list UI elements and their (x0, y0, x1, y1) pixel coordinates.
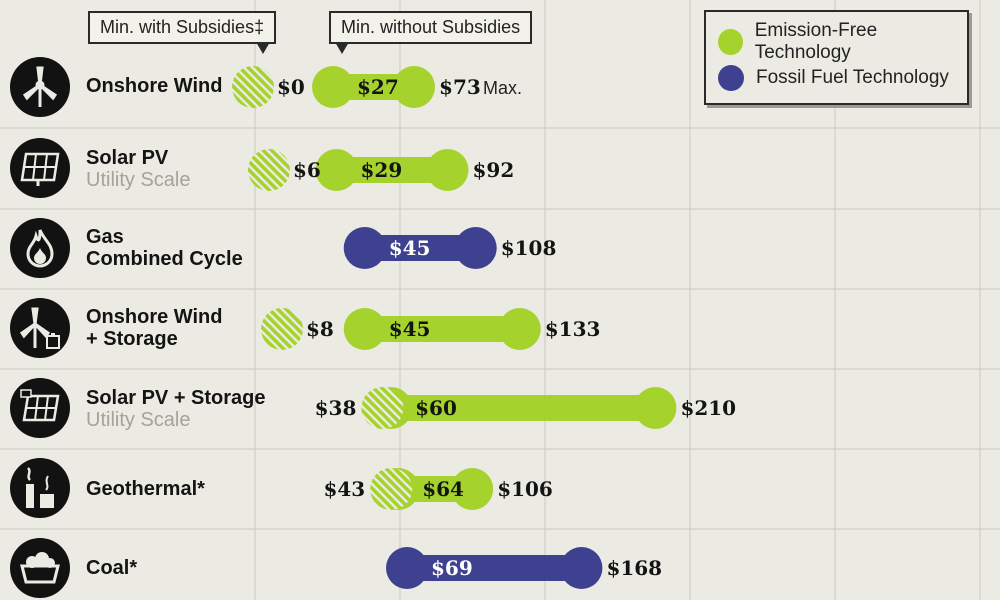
legend-label-emission-free: Emission-Free Technology (754, 20, 878, 63)
row-title: Gas (86, 226, 124, 248)
callout-pointer (256, 42, 271, 54)
min-marker (315, 149, 358, 191)
max-marker (393, 66, 436, 108)
range-bar (391, 395, 656, 421)
max-value-label: $106 (497, 477, 553, 501)
callout-min-without-subsidies: Min. without Subsidies (329, 11, 533, 54)
min-value-label: $64 (422, 477, 464, 501)
solar-panel-icon (10, 138, 70, 198)
subsidized-value-label: $0 (277, 75, 305, 99)
callout-min-with-subsidies: Min. with Subsidies‡ (88, 11, 277, 54)
coal-cart-icon (10, 538, 70, 598)
row-title: Solar PV (86, 147, 169, 169)
subsidized-value-label: $8 (306, 317, 334, 341)
row-label-onshore-wind-storage: Onshore Wind + Storage (86, 306, 222, 350)
max-marker (426, 149, 469, 191)
row-subtitle: Utility Scale (86, 409, 191, 431)
row-subtitle: + Storage (86, 328, 178, 350)
subsidized-value-label: $38 (315, 396, 357, 420)
subsidized-min-marker (248, 149, 290, 191)
subsidized-min-marker (261, 308, 303, 350)
row-label-geothermal: Geothermal* (86, 478, 205, 500)
legend-item-fossil: Fossil Fuel Technology (718, 63, 949, 93)
max-marker (634, 387, 677, 429)
wind-turbine-battery-icon (10, 298, 70, 358)
legend: Emission-Free Technology Fossil Fuel Tec… (704, 10, 969, 105)
row-title: Onshore Wind (86, 75, 223, 97)
row-label-coal: Coal* (86, 557, 137, 579)
min-value-label: $60 (415, 396, 457, 420)
max-value-label: $133 (545, 317, 601, 341)
subsidized-min-marker (361, 387, 404, 429)
max-value-label: $108 (501, 236, 557, 260)
subsidized-min-marker (370, 468, 413, 510)
geothermal-plant-icon (10, 458, 70, 518)
min-value-label: $29 (361, 158, 403, 182)
legend-item-emission-free: Emission-Free Technology (718, 20, 967, 63)
row-label-gas: Gas Combined Cycle (86, 226, 243, 270)
row-subtitle: Utility Scale (86, 169, 191, 191)
row-title: Geothermal* (86, 478, 205, 500)
max-marker (560, 547, 603, 589)
min-marker (386, 547, 429, 589)
legend-swatch-fossil (718, 65, 744, 91)
max-value-label: $210 (680, 396, 736, 420)
min-value-label: $27 (357, 75, 399, 99)
range-bar (364, 316, 520, 342)
row-title: Coal* (86, 557, 138, 579)
max-value-label: $168 (606, 556, 662, 580)
legend-swatch-emission-free (718, 29, 743, 55)
solar-panel-battery-icon (10, 378, 70, 438)
max-marker (498, 308, 541, 350)
row-title: Onshore Wind (86, 306, 223, 328)
subsidized-min-marker (232, 66, 274, 108)
callout-min-with-subsidies-label: Min. with Subsidies‡ (100, 17, 265, 37)
flame-icon (10, 218, 70, 278)
min-marker (343, 227, 386, 269)
row-label-solar-pv-storage: Solar PV + Storage Utility Scale (86, 387, 266, 431)
callout-pointer (335, 42, 349, 54)
min-value-label: $69 (431, 556, 473, 580)
callout-min-without-subsidies-label: Min. without Subsidies (341, 17, 521, 37)
row-label-onshore-wind: Onshore Wind (86, 75, 222, 97)
row-title: Solar PV + Storage (86, 387, 266, 409)
max-marker (451, 468, 494, 510)
max-value-label: $92 (473, 158, 515, 182)
wind-turbine-icon (10, 57, 70, 117)
legend-label-fossil: Fossil Fuel Technology (756, 67, 949, 88)
min-value-label: $45 (389, 317, 431, 341)
min-value-label: $45 (389, 236, 431, 260)
min-marker (312, 66, 354, 108)
row-label-solar-pv: Solar PV Utility Scale (86, 147, 190, 191)
row-subtitle: Combined Cycle (86, 248, 243, 270)
min-marker (343, 308, 386, 350)
subsidized-value-label: $6 (293, 158, 321, 182)
max-marker (454, 227, 497, 269)
range-bar (407, 555, 582, 581)
subsidized-value-label: $43 (323, 477, 365, 501)
max-note-label: Max. (483, 78, 522, 98)
max-value-label: $73 (439, 75, 481, 99)
